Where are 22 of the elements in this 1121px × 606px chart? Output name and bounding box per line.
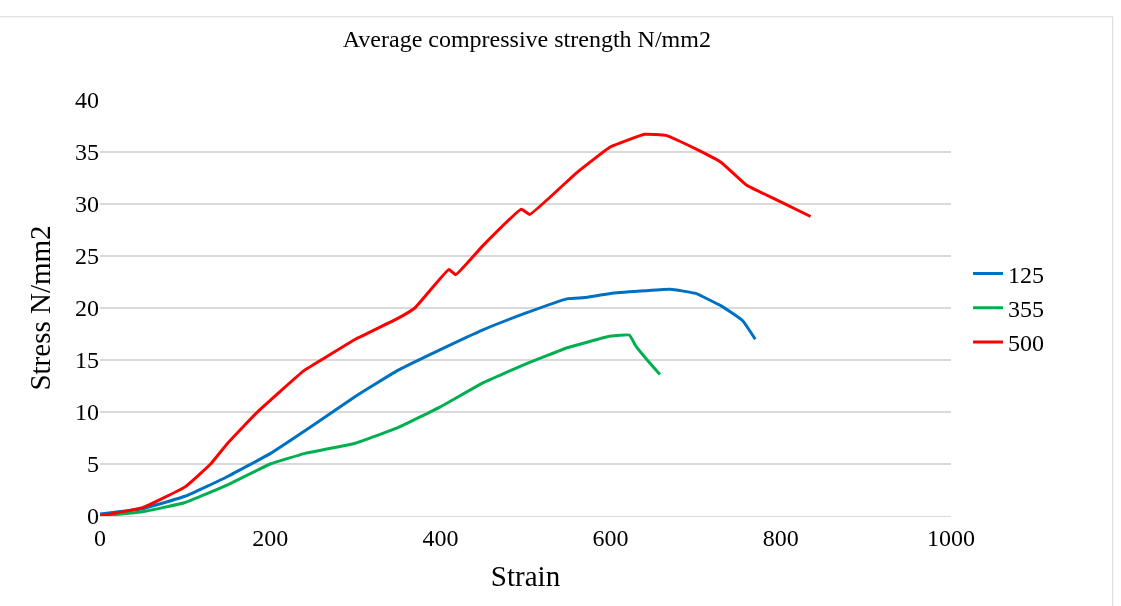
line-series bbox=[100, 132, 813, 516]
x-tick-label: 600 bbox=[592, 524, 629, 551]
y-tick-label: 20 bbox=[75, 295, 99, 322]
x-axis-title: Strain bbox=[490, 559, 561, 592]
legend-label: 125 bbox=[1008, 261, 1045, 288]
x-tick-label: 1000 bbox=[927, 524, 975, 551]
legend-label: 355 bbox=[1008, 296, 1045, 323]
x-tick-label: 200 bbox=[252, 524, 289, 551]
y-tick-label: 5 bbox=[87, 451, 99, 478]
y-tick-label: 40 bbox=[75, 87, 99, 114]
chart-title: Average compressive strength N/mm2 bbox=[342, 26, 711, 53]
y-tick-label: 30 bbox=[75, 191, 99, 218]
y-tick-label: 25 bbox=[75, 243, 99, 270]
y-tick-label: 15 bbox=[75, 347, 99, 374]
legend-label: 500 bbox=[1008, 330, 1045, 357]
y-tick-label: 10 bbox=[75, 399, 99, 426]
y-tick-label: 0 bbox=[87, 503, 99, 530]
y-tick-label: 35 bbox=[75, 139, 99, 166]
y-axis-title: Stress N/mm2 bbox=[24, 225, 57, 391]
x-tick-label: 800 bbox=[762, 524, 799, 551]
line-series bbox=[100, 287, 757, 516]
x-tick-label: 400 bbox=[422, 524, 459, 551]
